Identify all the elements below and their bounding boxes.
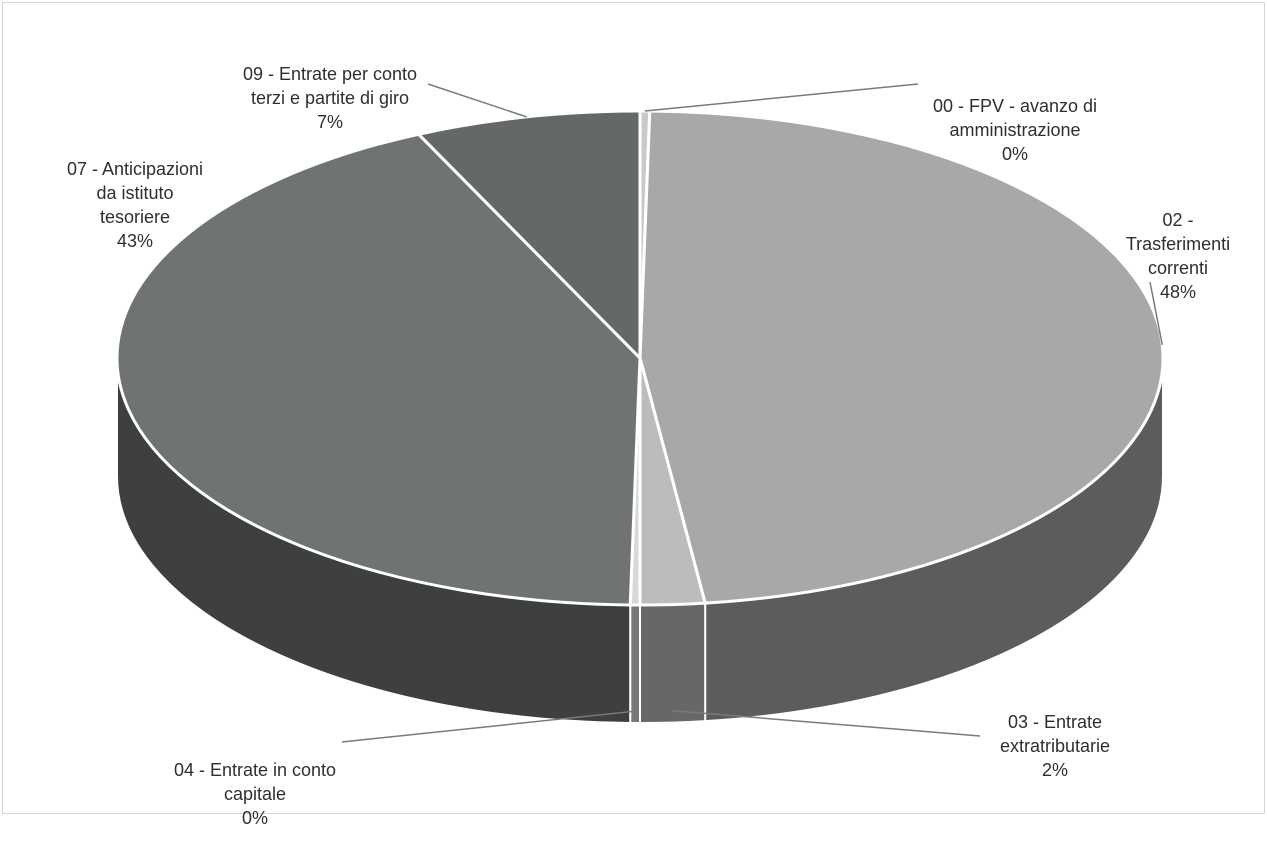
slice-name: 02 - Trasferimenti correnti bbox=[1125, 210, 1231, 278]
leader-line-0 bbox=[644, 83, 919, 112]
pie-side-3 bbox=[629, 603, 641, 725]
pie-slice-4 bbox=[115, 132, 642, 607]
slice-label-03-extratributarie: 03 - Entrate extratributarie 2% bbox=[1000, 686, 1110, 806]
slice-label-09-conto-terzi: 09 - Entrate per conto terzi e partite d… bbox=[243, 38, 417, 158]
pie-slice-5 bbox=[415, 109, 642, 362]
slice-percent: 48% bbox=[1159, 282, 1197, 302]
slice-label-04-conto-capitale: 04 - Entrate in conto capitale 0% bbox=[174, 734, 336, 854]
slice-name: 00 - FPV - avanzo di amministrazione bbox=[932, 96, 1098, 140]
leader-line-2 bbox=[672, 709, 981, 737]
slice-label-02-trasferimenti: 02 - Trasferimenti correnti 48% bbox=[1126, 184, 1230, 328]
slice-label-07-anticipazioni: 07 - Anticipazioni da istituto tesoriere… bbox=[67, 133, 203, 277]
slice-label-00-fpv: 00 - FPV - avanzo di amministrazione 0% bbox=[933, 70, 1097, 190]
pie-sides bbox=[116, 357, 1164, 725]
slice-percent: 43% bbox=[116, 231, 154, 251]
slice-name: 09 - Entrate per conto terzi e partite d… bbox=[242, 64, 418, 108]
leader-lines bbox=[341, 83, 1163, 743]
slice-percent: 7% bbox=[316, 112, 344, 132]
slice-percent: 0% bbox=[1001, 144, 1029, 164]
slice-name: 04 - Entrate in conto capitale bbox=[173, 760, 337, 804]
slice-percent: 2% bbox=[1041, 760, 1068, 780]
pie-side-2 bbox=[639, 602, 707, 725]
slice-name: 07 - Anticipazioni da istituto tesoriere bbox=[66, 159, 204, 227]
slice-percent: 0% bbox=[241, 808, 269, 828]
pie-chart bbox=[115, 83, 1165, 743]
pie-tops bbox=[115, 109, 1165, 607]
leader-line-3 bbox=[341, 710, 636, 743]
leader-line-1 bbox=[1149, 281, 1163, 346]
leader-line-5 bbox=[427, 83, 527, 118]
slice-name: 03 - Entrate extratributarie bbox=[999, 712, 1111, 756]
